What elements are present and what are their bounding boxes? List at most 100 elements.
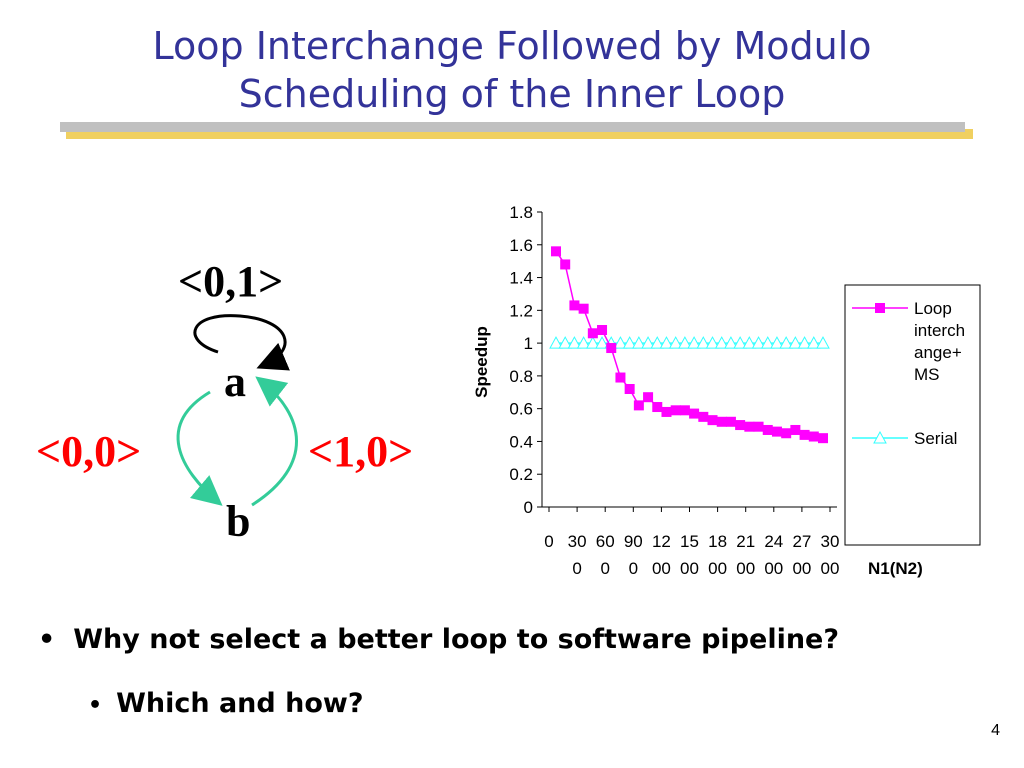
legend-marker [875, 303, 885, 313]
x-tick-label-line-2: 00 [736, 559, 755, 578]
x-tick-label: 27 [792, 532, 811, 551]
y-tick-label: 1.2 [509, 301, 533, 320]
data-point [661, 406, 672, 417]
data-point [558, 336, 573, 349]
data-point [799, 429, 810, 440]
data-point [753, 421, 764, 432]
legend-label: interch [914, 321, 965, 340]
legend-box [844, 284, 981, 546]
data-point [643, 392, 654, 403]
data-point [788, 336, 803, 349]
data-point [576, 336, 591, 349]
x-tick-label-line-2: 00 [652, 559, 671, 578]
data-point [567, 336, 582, 349]
data-point [790, 424, 801, 435]
bullet-2-text: Which and how? [116, 688, 364, 719]
data-point [613, 336, 628, 349]
x-tick-label-line-2: 0 [629, 559, 638, 578]
x-tick-label: 0 [544, 532, 553, 551]
x-tick-label-line-2: 00 [708, 559, 727, 578]
y-tick-label: 0 [524, 498, 533, 517]
self-loop-edge [193, 314, 290, 371]
legend-marker [873, 430, 887, 444]
data-point [569, 300, 580, 311]
page-number: 4 [991, 722, 1000, 739]
x-tick-label: 30 [821, 532, 840, 551]
data-point [714, 336, 729, 349]
bullet-1-text: Why not select a better loop to software… [73, 624, 840, 655]
data-point [724, 336, 738, 349]
data-point [806, 336, 821, 349]
y-tick-label: 0.4 [509, 432, 533, 451]
x-tick-label: 18 [708, 532, 727, 551]
title-underline-accent [66, 129, 973, 139]
data-point [549, 336, 563, 349]
data-point [762, 424, 773, 435]
legend-label: MS [914, 365, 940, 384]
data-point [560, 259, 571, 270]
slide-title-line-1: Loop Interchange Followed by Modulo [152, 24, 872, 68]
slide-title-line-2: Scheduling of the Inner Loop [238, 72, 786, 116]
data-point [696, 336, 711, 349]
dependence-graph-arrows [176, 314, 298, 507]
data-point [597, 325, 608, 335]
legend-label: Serial [914, 429, 957, 448]
x-tick-label-line-2: 00 [680, 559, 699, 578]
x-axis-label: N1(N2) [868, 559, 923, 578]
y-tick-label: 1.8 [509, 203, 533, 222]
x-tick-label-line-2: 00 [792, 559, 811, 578]
y-tick-label: 0.2 [509, 465, 533, 484]
legend-label: Loop [914, 299, 952, 318]
node-b: b [226, 497, 251, 546]
y-axis-label: Speedup [472, 326, 491, 398]
data-point [606, 343, 617, 354]
x-tick-label: 21 [736, 532, 755, 551]
y-tick-label: 0.6 [509, 400, 533, 419]
data-point [689, 408, 700, 419]
data-point [624, 384, 635, 394]
data-point [652, 402, 663, 413]
node-a: a [224, 357, 246, 406]
data-point [760, 336, 775, 349]
data-point [632, 336, 646, 349]
data-point [725, 416, 736, 427]
data-point [678, 336, 692, 349]
data-point [781, 428, 792, 439]
data-point [744, 421, 755, 432]
data-point [716, 416, 727, 427]
data-point [687, 336, 701, 349]
x-tick-label-line-2: 0 [600, 559, 609, 578]
y-tick-label: 1.4 [509, 269, 533, 288]
data-point [771, 426, 782, 437]
left-edge-label: <0,0> [36, 427, 142, 476]
data-point [659, 336, 674, 349]
data-point [751, 336, 766, 349]
data-point [670, 405, 681, 416]
data-point [633, 400, 644, 411]
bullet-2: • Which and how? [88, 688, 364, 719]
y-tick-label: 0.8 [509, 367, 533, 386]
data-point [707, 415, 718, 426]
x-tick-label: 60 [596, 532, 615, 551]
y-tick-label: 1.6 [509, 236, 533, 255]
x-tick-label: 24 [764, 532, 783, 551]
data-point [779, 336, 794, 349]
title-underline [60, 122, 965, 132]
x-tick-label: 15 [680, 532, 699, 551]
data-point [641, 336, 655, 349]
data-point [770, 336, 784, 349]
data-point [587, 328, 598, 339]
right-edge-label: <1,0> [308, 427, 414, 476]
data-point [622, 336, 637, 349]
data-point [735, 420, 746, 431]
data-point [551, 246, 561, 257]
y-tick-label: 1 [524, 334, 533, 353]
data-point [595, 336, 609, 349]
data-point [668, 336, 683, 349]
x-tick-label: 12 [652, 532, 671, 551]
bullet-dot: • [38, 624, 56, 655]
x-tick-label-line-2: 0 [572, 559, 581, 578]
edge-a-to-b [176, 390, 223, 506]
self-loop-label: <0,1> [178, 257, 284, 306]
